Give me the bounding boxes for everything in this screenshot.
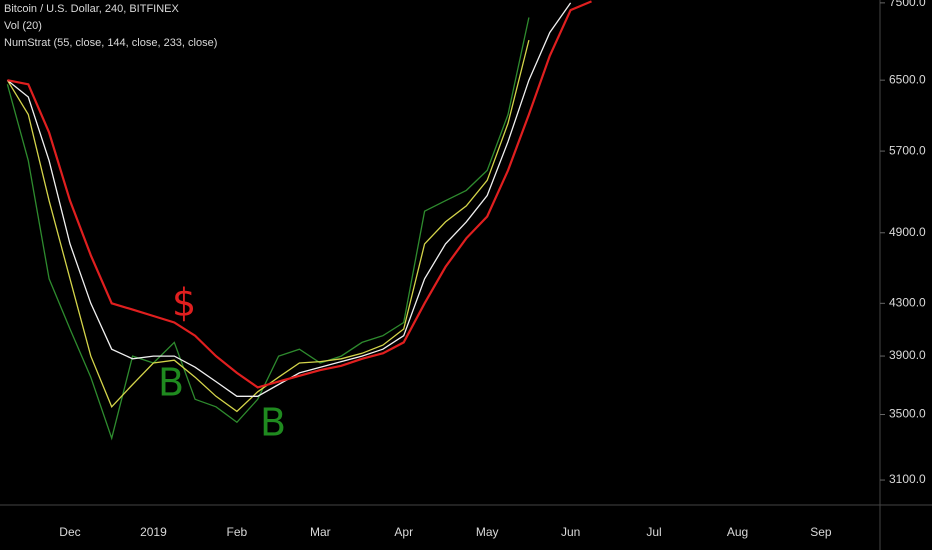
x-tick-label: Apr [394, 525, 413, 539]
plot-area [6, 0, 592, 441]
series-line [7, 0, 592, 389]
x-tick-label: Dec [59, 525, 80, 539]
legend-title: Bitcoin / U.S. Dollar, 240, BITFINEX [4, 3, 180, 15]
x-tick-label: Feb [227, 525, 248, 539]
buy-marker: B [158, 361, 184, 405]
y-tick-label: 3500.0 [889, 407, 926, 421]
y-tick-label: 4300.0 [889, 295, 926, 309]
buy-marker: B [260, 401, 286, 445]
sell-marker: $ [172, 281, 196, 325]
legend-indicator: Vol (20) [4, 20, 42, 32]
series-line [6, 17, 530, 441]
x-tick-label: 2019 [140, 525, 167, 539]
y-tick-label: 6500.0 [889, 72, 926, 86]
x-tick-label: Jul [646, 525, 661, 539]
legend-indicator: NumStrat (55, close, 144, close, 233, cl… [4, 37, 217, 49]
y-tick-label: 4900.0 [889, 225, 926, 239]
y-tick-label: 3100.0 [889, 472, 926, 486]
x-tick-label: Jun [561, 525, 580, 539]
x-tick-label: Sep [810, 525, 832, 539]
y-tick-label: 5700.0 [889, 143, 926, 157]
x-tick-label: May [476, 525, 499, 539]
y-tick-label: 7500.0 [889, 0, 926, 9]
x-tick-label: Aug [727, 525, 748, 539]
x-tick-label: Mar [310, 525, 331, 539]
y-tick-label: 3900.0 [889, 348, 926, 362]
